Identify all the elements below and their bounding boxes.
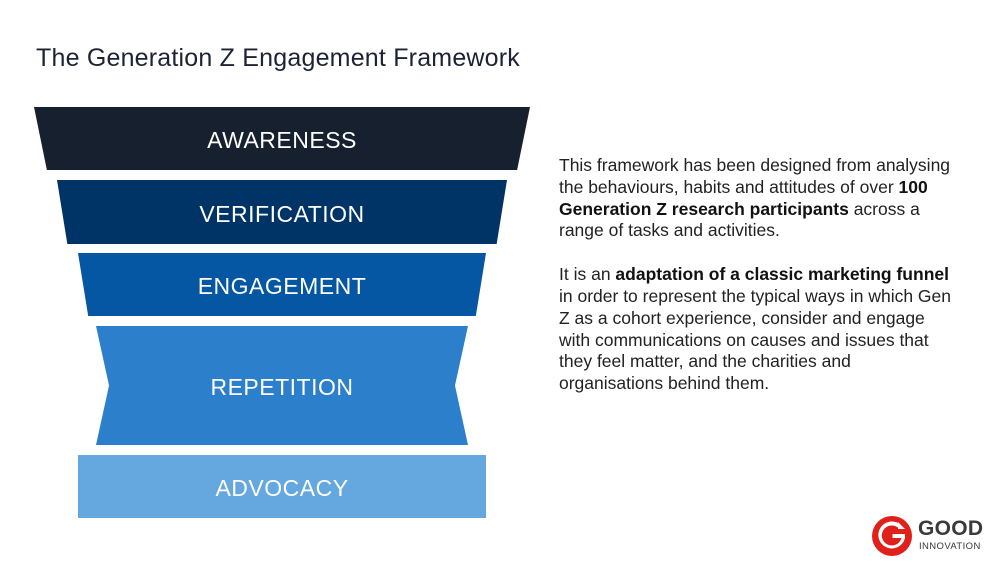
funnel-stage-label: ENGAGEMENT [197,273,367,299]
text-span: across a range of tasks and activities. [559,198,920,241]
funnel-stage-engagement: ENGAGEMENT [78,253,486,316]
logo-subtitle: INNOVATION [919,541,981,552]
funnel-stage-repetition: REPETITION [96,326,468,445]
description-paragraph-1: This framework has been designed from an… [559,155,959,242]
funnel-stage-label: AWARENESS [207,127,357,153]
good-innovation-g-icon [872,516,912,556]
page-title: The Generation Z Engagement Framework [36,44,521,72]
funnel-stage-label: ADVOCACY [215,475,349,501]
funnel-stage-verification: VERIFICATION [57,180,507,244]
framework-description: This framework has been designed from an… [559,155,959,417]
funnel-stage-advocacy: ADVOCACY [78,455,486,518]
good-innovation-logo: GOOD INNOVATION [872,516,994,556]
funnel-stage-awareness: AWARENESS [34,107,530,170]
funnel-stage-label: REPETITION [210,374,354,400]
emphasis-text: adaptation of a classic marketing funnel [615,264,949,285]
engagement-funnel: AWARENESS VERIFICATION ENGAGEMENT REPETI… [34,107,530,518]
emphasis-text: 100 Generation Z research participants [559,176,928,219]
description-paragraph-2: It is an adaptation of a classic marketi… [559,264,959,395]
funnel-stage-label: VERIFICATION [199,200,365,227]
text-span: This framework has been designed from an… [559,155,951,197]
text-span: in order to represent the typical ways i… [559,285,951,394]
logo-wordmark: GOOD [918,517,984,540]
text-span: It is an [559,264,616,285]
